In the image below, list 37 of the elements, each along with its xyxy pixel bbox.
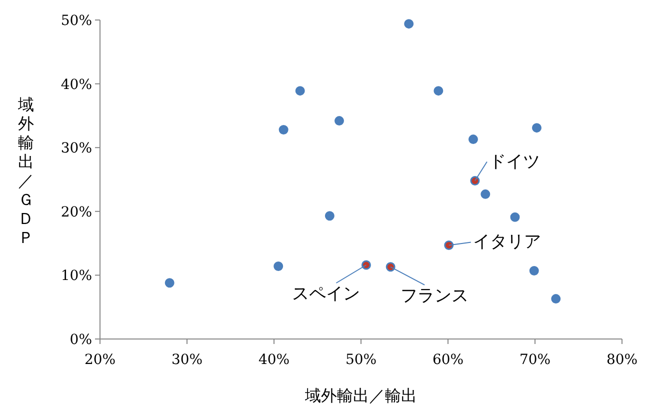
point (386, 262, 396, 272)
x-tick-label: 80% (606, 352, 638, 368)
y-tick-label: 50% (60, 13, 92, 29)
x-tick-label: 30% (171, 352, 203, 368)
point (334, 116, 344, 126)
annotation: イタリア (472, 232, 541, 252)
point (529, 266, 539, 276)
point (404, 19, 414, 29)
point (295, 86, 305, 96)
point (510, 212, 520, 222)
x-tick-label: 20% (84, 352, 116, 368)
y-tick-label: 20% (60, 204, 92, 220)
y-tick-label: 30% (60, 140, 92, 157)
point (480, 189, 490, 199)
point (324, 211, 334, 221)
point (278, 124, 288, 134)
x-tick-label: 50% (345, 352, 377, 368)
x-tick-label: 40% (258, 352, 290, 368)
x-tick-label: 60% (432, 352, 464, 368)
y-axis-title: 域外輸出／ＧＤＰ (17, 95, 34, 247)
annotation: フランス (400, 286, 469, 306)
point (274, 262, 284, 272)
point (361, 260, 371, 270)
x-axis-title: 域外輸出／輸出 (304, 386, 417, 405)
point (444, 240, 454, 250)
point (551, 294, 561, 304)
point (164, 278, 174, 288)
y-tick-label: 0% (70, 332, 92, 348)
annotation: スペイン (292, 284, 360, 304)
point (532, 123, 542, 133)
annotation: ドイツ (488, 152, 540, 172)
point (470, 176, 480, 186)
x-tick-label: 70% (519, 352, 551, 368)
point (434, 86, 444, 96)
y-tick-label: 40% (60, 76, 92, 93)
y-tick-label: 10% (60, 268, 92, 284)
point (468, 134, 478, 144)
